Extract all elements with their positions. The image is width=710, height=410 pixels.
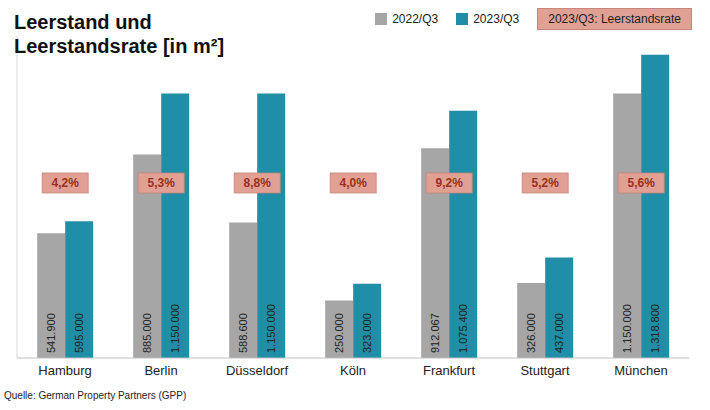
svg-text:Stuttgart: Stuttgart <box>520 363 570 378</box>
svg-text:1.318.800: 1.318.800 <box>649 304 661 353</box>
svg-text:541.900: 541.900 <box>45 313 57 353</box>
svg-text:8,8%: 8,8% <box>243 176 271 190</box>
svg-text:9,2%: 9,2% <box>435 176 463 190</box>
html-text:2023/Q3: Leerstandsrate: 2023/Q3: Leerstandsrate <box>548 12 681 26</box>
svg-text:5,6%: 5,6% <box>627 176 655 190</box>
svg-text:Berlin: Berlin <box>144 363 177 378</box>
svg-text:250.000: 250.000 <box>333 313 345 353</box>
svg-text:437.000: 437.000 <box>553 313 565 353</box>
html-text:2022/Q3: 2022/Q3 <box>392 12 439 26</box>
svg-text:326.000: 326.000 <box>525 313 537 353</box>
svg-text:912.067: 912.067 <box>429 313 441 353</box>
svg-text:595.000: 595.000 <box>73 313 85 353</box>
html-text:Quelle: German Property Partne: Quelle: German Property Partners (GPP) <box>4 390 187 401</box>
svg-text:1.075.400: 1.075.400 <box>457 304 469 353</box>
svg-text:Düsseldorf: Düsseldorf <box>226 363 289 378</box>
html-text:2023/Q3: 2023/Q3 <box>473 12 520 26</box>
svg-text:4,0%: 4,0% <box>339 176 367 190</box>
svg-text:5,3%: 5,3% <box>147 176 175 190</box>
svg-text:Frankfurt: Frankfurt <box>423 363 475 378</box>
svg-text:885.000: 885.000 <box>141 313 153 353</box>
svg-text:323.000: 323.000 <box>361 313 373 353</box>
svg-text:1.150.000: 1.150.000 <box>169 304 181 353</box>
svg-text:588.600: 588.600 <box>237 313 249 353</box>
svg-text:Köln: Köln <box>340 363 366 378</box>
svg-text:1.150.000: 1.150.000 <box>265 304 277 353</box>
svg-text:München: München <box>614 363 667 378</box>
html-text:Leerstand und Leerstandsrate [: Leerstand und Leerstandsrate [in m²] <box>14 11 225 57</box>
svg-text:Hamburg: Hamburg <box>38 363 91 378</box>
svg-text:5,2%: 5,2% <box>531 176 559 190</box>
svg-text:1.150.000: 1.150.000 <box>621 304 633 353</box>
svg-text:4,2%: 4,2% <box>51 176 79 190</box>
